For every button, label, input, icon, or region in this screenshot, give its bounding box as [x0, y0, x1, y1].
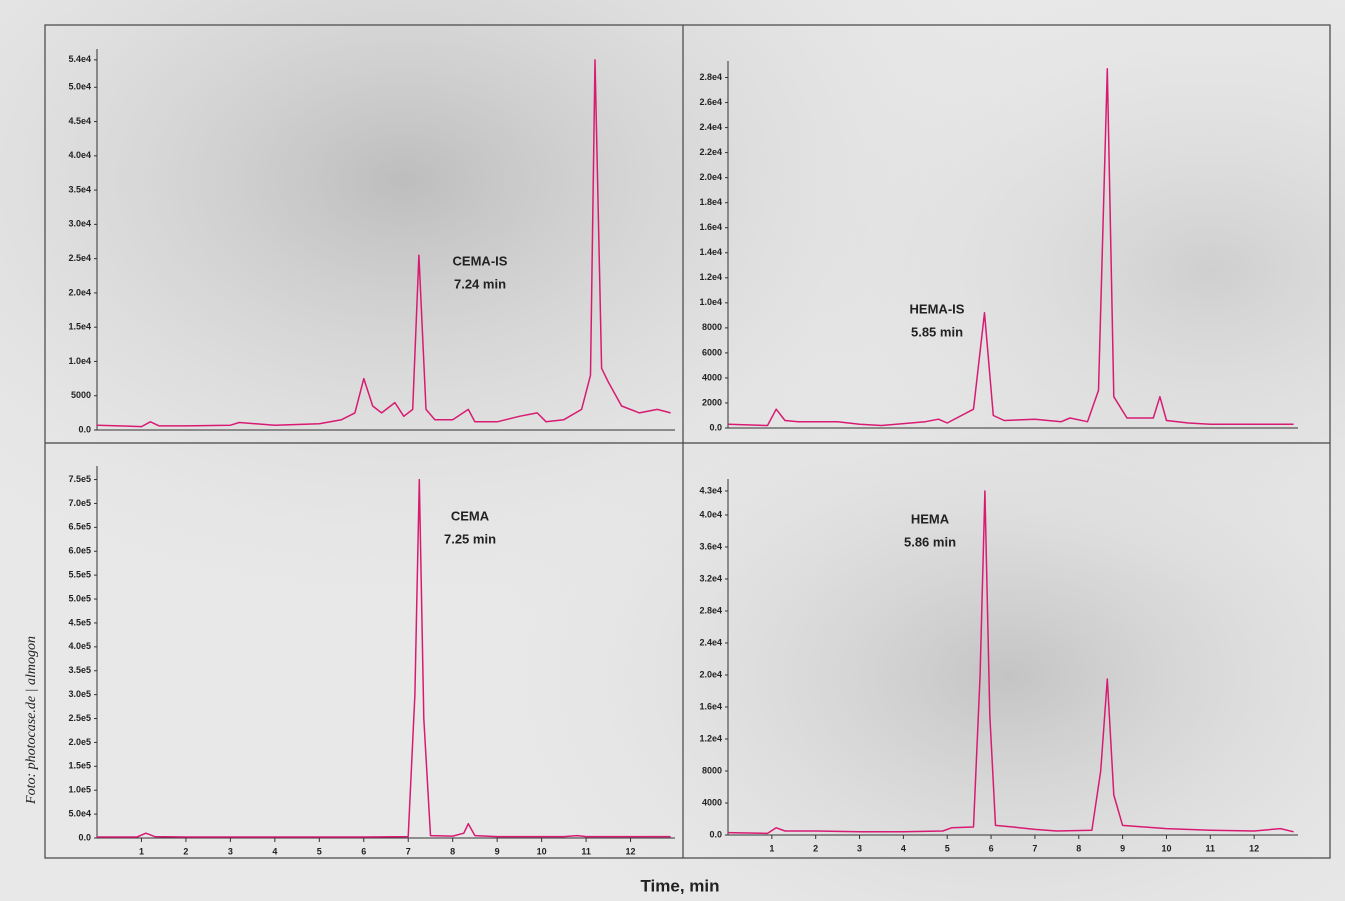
x-tick-label: 9 [1120, 843, 1125, 853]
y-tick-label: 2.8e4 [699, 72, 722, 82]
x-tick-label: 3 [857, 843, 862, 853]
y-tick-label: 1.8e4 [699, 197, 722, 207]
y-tick-label: 1.4e4 [699, 247, 722, 257]
y-tick-label: 7.0e5 [68, 498, 91, 508]
y-tick-label: 6.5e5 [68, 522, 91, 532]
trace [727, 68, 1294, 427]
y-tick-label: 1.5e4 [68, 322, 91, 332]
y-tick-label: 2000 [702, 397, 722, 407]
y-tick-label: 4.5e5 [68, 617, 91, 627]
x-axis-label: Time, min [640, 876, 719, 895]
y-tick-label: 0.0 [78, 832, 91, 842]
y-tick-label: 4.0e4 [699, 509, 722, 519]
y-tick-label: 3.5e5 [68, 665, 91, 675]
x-tick-label: 7 [406, 846, 411, 856]
y-tick-label: 1.2e4 [699, 272, 722, 282]
y-tick-label: 2.0e5 [68, 737, 91, 747]
x-tick-label: 6 [361, 846, 366, 856]
y-tick-label: 5.0e4 [68, 808, 91, 818]
y-tick-label: 1.6e4 [699, 701, 722, 711]
y-tick-label: 4000 [702, 797, 722, 807]
y-tick-label: 2.0e4 [68, 287, 91, 297]
x-tick-label: 2 [183, 846, 188, 856]
x-tick-label: 5 [945, 843, 950, 853]
x-tick-label: 4 [272, 846, 277, 856]
y-tick-label: 6.0e5 [68, 546, 91, 556]
y-tick-label: 1.0e4 [68, 356, 91, 366]
y-tick-label: 3.2e4 [699, 573, 722, 583]
y-tick-label: 5.5e5 [68, 570, 91, 580]
x-tick-label: 9 [495, 846, 500, 856]
y-tick-label: 1.6e4 [699, 222, 722, 232]
y-tick-label: 4.0e5 [68, 641, 91, 651]
peak-annotation: HEMA [911, 511, 950, 526]
y-tick-label: 4.3e4 [699, 485, 722, 495]
x-tick-label: 7 [1032, 843, 1037, 853]
peak-annotation: 5.86 min [904, 534, 956, 549]
y-tick-label: 8000 [702, 322, 722, 332]
y-tick-label: 8000 [702, 765, 722, 775]
y-tick-label: 6000 [702, 347, 722, 357]
y-tick-label: 1.0e5 [68, 785, 91, 795]
y-tick-label: 4000 [702, 372, 722, 382]
x-tick-label: 3 [228, 846, 233, 856]
y-tick-label: 5.0e5 [68, 593, 91, 603]
x-tick-label: 12 [1249, 843, 1259, 853]
x-tick-label: 6 [989, 843, 994, 853]
y-tick-label: 2.0e4 [699, 669, 722, 679]
y-tick-label: 3.0e5 [68, 689, 91, 699]
peak-annotation: 7.24 min [454, 276, 506, 291]
y-tick-label: 4.0e4 [68, 150, 91, 160]
x-tick-label: 4 [901, 843, 906, 853]
peak-annotation: CEMA [451, 508, 490, 523]
trace [727, 490, 1294, 835]
peak-annotation: 7.25 min [444, 531, 496, 546]
trace [97, 478, 671, 838]
x-tick-label: 5 [317, 846, 322, 856]
x-tick-label: 1 [769, 843, 774, 853]
trace [96, 59, 671, 428]
peak-annotation: HEMA-IS [910, 301, 965, 316]
y-tick-label: 2.5e5 [68, 713, 91, 723]
y-tick-label: 4.5e4 [68, 116, 91, 126]
y-tick-label: 2.4e4 [699, 122, 722, 132]
peak-annotation: 5.85 min [911, 324, 963, 339]
y-tick-label: 2.6e4 [699, 97, 722, 107]
photo-credit: Foto: photocase.de | almogon [24, 636, 39, 805]
x-tick-label: 11 [581, 846, 591, 856]
x-tick-label: 11 [1206, 843, 1216, 853]
y-tick-label: 1.5e5 [68, 761, 91, 771]
y-tick-label: 2.8e4 [699, 605, 722, 615]
y-tick-label: 2.2e4 [699, 147, 722, 157]
y-tick-label: 0.0 [709, 829, 722, 839]
x-tick-label: 12 [626, 846, 636, 856]
x-tick-label: 8 [450, 846, 455, 856]
y-tick-label: 1.0e4 [699, 297, 722, 307]
y-tick-label: 5.0e4 [68, 82, 91, 92]
x-tick-label: 10 [537, 846, 547, 856]
x-tick-label: 10 [1161, 843, 1171, 853]
x-tick-label: 8 [1076, 843, 1081, 853]
y-tick-label: 0.0 [709, 422, 722, 432]
y-tick-label: 3.5e4 [68, 184, 91, 194]
y-tick-label: 2.5e4 [68, 253, 91, 263]
y-tick-label: 5000 [71, 390, 91, 400]
y-tick-label: 5.4e4 [68, 54, 91, 64]
y-tick-label: 3.0e4 [68, 219, 91, 229]
y-tick-label: 1.2e4 [699, 733, 722, 743]
x-tick-label: 1 [139, 846, 144, 856]
frame [44, 24, 1331, 859]
y-tick-label: 0.0 [78, 424, 91, 434]
peak-annotation: CEMA-IS [453, 253, 508, 268]
y-tick-label: 3.6e4 [699, 541, 722, 551]
y-tick-label: 7.5e5 [68, 474, 91, 484]
y-tick-label: 2.0e4 [699, 172, 722, 182]
y-tick-label: 2.4e4 [699, 637, 722, 647]
x-tick-label: 2 [813, 843, 818, 853]
